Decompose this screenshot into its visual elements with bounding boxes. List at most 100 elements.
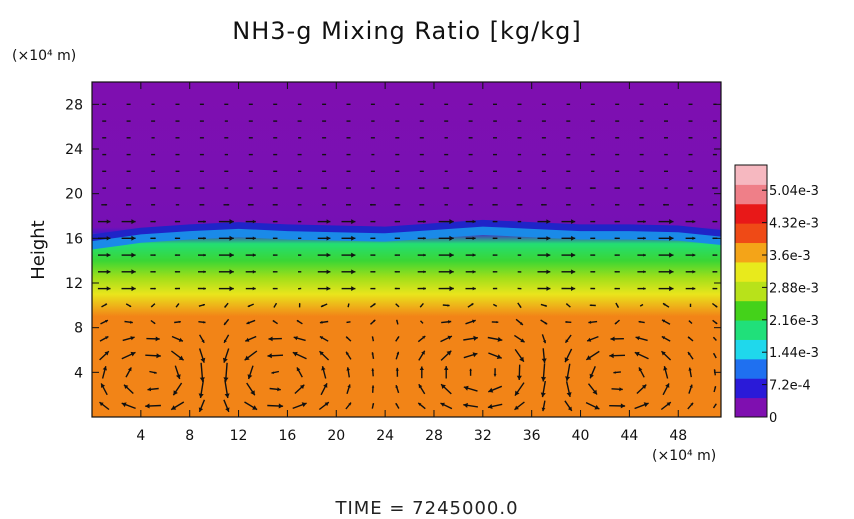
colorbar-segment (735, 242, 767, 263)
wind-vector (174, 187, 181, 190)
wind-vector (610, 336, 624, 342)
wind-vector (125, 303, 132, 308)
colorbar-tick-label: 3.6e-3 (769, 249, 811, 264)
wind-vector (317, 252, 331, 258)
colorbar-segment (735, 184, 767, 205)
wind-vector (615, 302, 620, 308)
wind-vector (541, 363, 547, 382)
wind-vector (589, 187, 596, 190)
wind-vector (613, 371, 621, 374)
wind-vector (638, 367, 645, 378)
wind-vector (394, 254, 400, 256)
wind-vector (122, 336, 135, 342)
wind-vector (272, 319, 278, 325)
wind-vector (97, 286, 111, 291)
wind-vector (198, 220, 206, 223)
wind-vector (537, 236, 551, 241)
wind-vector (125, 367, 132, 378)
wind-vector (440, 335, 453, 343)
wind-vector (514, 334, 525, 343)
wind-vector (541, 203, 547, 206)
wind-vector (174, 270, 181, 273)
wind-vector (537, 286, 551, 291)
wind-vector (566, 204, 571, 206)
wind-vector (268, 336, 282, 342)
wind-vector (712, 187, 718, 190)
wind-vector (658, 286, 674, 292)
wind-vector (319, 335, 329, 342)
wind-vector (247, 365, 254, 380)
wind-vector (346, 384, 351, 395)
wind-vector (492, 287, 498, 290)
wind-vector (419, 320, 424, 324)
wind-vector (395, 367, 399, 377)
wind-vector (492, 187, 498, 189)
wind-vector (440, 350, 452, 361)
wind-vector (223, 334, 230, 344)
wind-vector (492, 303, 498, 307)
wind-vector (341, 286, 356, 291)
wind-vector (272, 254, 278, 256)
wind-vector (150, 270, 156, 273)
wind-vector (465, 236, 476, 241)
wind-vector (565, 363, 571, 382)
wind-vector (637, 287, 646, 290)
wind-vector (488, 352, 502, 359)
wind-vector (440, 383, 452, 395)
wind-vector (320, 382, 328, 396)
wind-vector (99, 401, 110, 411)
wind-vector (463, 335, 479, 341)
wind-vector (444, 366, 449, 379)
wind-vector (98, 236, 111, 241)
interface-dark-band (92, 219, 721, 243)
wind-vector (463, 402, 479, 408)
wind-vector (688, 367, 692, 378)
y-tick-label: 24 (65, 142, 83, 158)
wind-vector (417, 220, 426, 223)
wind-vector (417, 236, 426, 240)
wind-vector (658, 269, 674, 275)
wind-vector (121, 402, 136, 410)
wind-vector (687, 402, 694, 410)
wind-vector (198, 236, 206, 240)
wind-vector (341, 252, 356, 258)
wind-vector (126, 203, 132, 206)
wind-vector (463, 352, 478, 359)
wind-vector (611, 387, 623, 392)
wind-vector (514, 401, 525, 411)
wind-vector (223, 362, 229, 382)
wind-vector (170, 350, 185, 361)
wind-vector (417, 253, 426, 257)
wind-vector (492, 271, 498, 273)
colorbar-tick-label: 2.88e-3 (769, 281, 819, 296)
wind-vector (419, 204, 425, 206)
wind-vector (101, 366, 107, 379)
wind-vector (488, 385, 503, 393)
wind-vector (98, 219, 111, 224)
wind-vector (272, 220, 278, 223)
wind-vector (150, 187, 156, 190)
wind-vector (371, 368, 375, 377)
wind-vector (711, 302, 718, 308)
wind-vector (371, 385, 375, 393)
wind-vector (638, 320, 645, 324)
wind-vector (487, 336, 503, 342)
wind-vector (561, 286, 576, 291)
wind-vector (224, 379, 230, 399)
wind-vector (438, 235, 454, 241)
wind-vector (565, 187, 571, 190)
wind-vector (469, 368, 472, 376)
wind-vector (218, 219, 234, 225)
wind-vector (585, 401, 600, 410)
wind-vector (394, 287, 400, 290)
wind-vector (246, 319, 256, 325)
wind-vector (371, 402, 375, 409)
wind-vectors (97, 103, 718, 413)
wind-vector (150, 220, 156, 223)
wind-vector (172, 382, 183, 396)
wind-vector (418, 350, 426, 361)
wind-vector (246, 382, 256, 396)
wind-vector (467, 302, 474, 308)
wind-vector (198, 334, 205, 344)
wind-vector (224, 302, 229, 308)
